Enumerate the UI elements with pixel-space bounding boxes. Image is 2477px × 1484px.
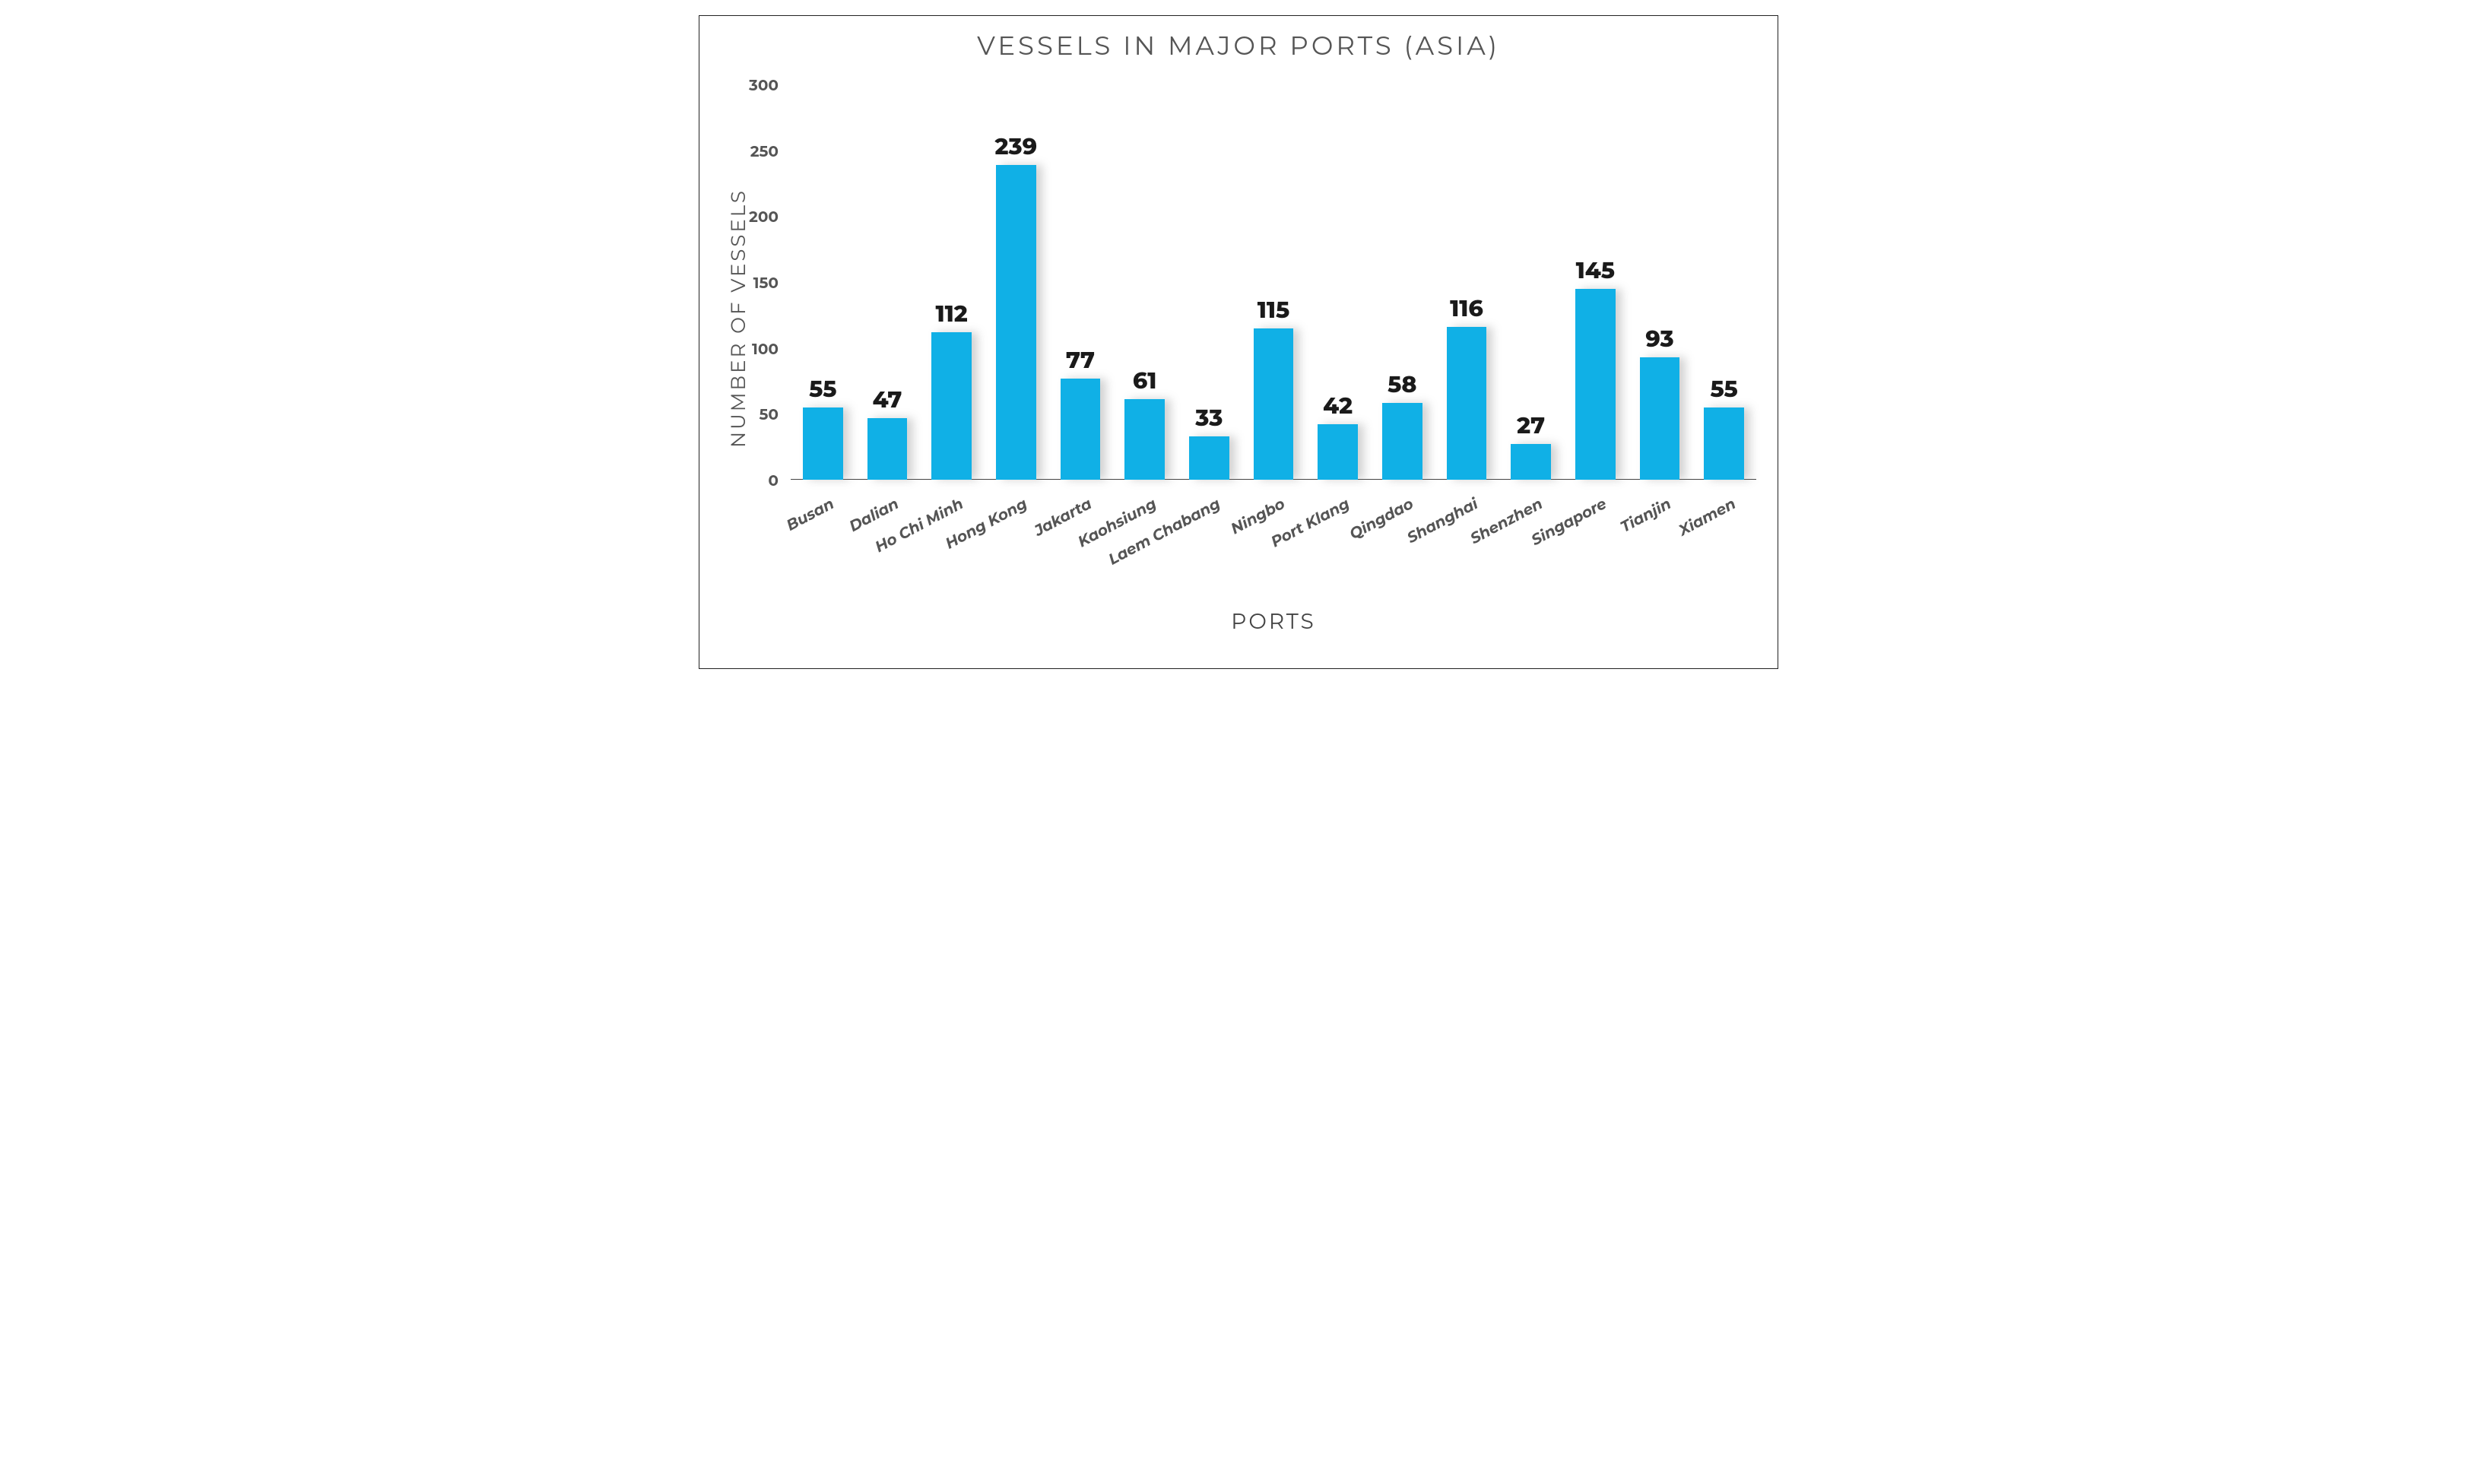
bar	[931, 332, 971, 480]
bar-value-label: 115	[1246, 296, 1301, 324]
bar	[867, 418, 907, 480]
bar-value-label: 77	[1053, 346, 1108, 374]
y-tick-label: 150	[753, 274, 779, 293]
bar	[803, 407, 842, 480]
bar	[1124, 399, 1164, 480]
bar-value-label: 47	[860, 385, 915, 414]
bar-value-label: 239	[988, 132, 1043, 160]
bar	[1189, 436, 1229, 480]
bar-value-label: 27	[1503, 411, 1558, 439]
chart-frame: VESSELS IN MAJOR PORTS (ASIA) NUMBER OF …	[699, 15, 1778, 669]
bar-value-label: 55	[795, 375, 850, 403]
chart-title: VESSELS IN MAJOR PORTS (ASIA)	[699, 30, 1778, 62]
y-tick-label: 200	[749, 208, 779, 227]
bar-value-label: 55	[1696, 375, 1751, 403]
bar	[1704, 407, 1743, 480]
bar-value-label: 42	[1310, 392, 1365, 420]
bar	[1640, 357, 1679, 480]
y-tick-label: 0	[768, 472, 779, 490]
bar	[1061, 379, 1100, 480]
plot-area: 55 47 112 239 77 61 33 115 42 58 116 27 145 93 55	[791, 84, 1756, 480]
bar	[1447, 327, 1486, 480]
bar	[1318, 424, 1357, 480]
bar-value-label: 116	[1439, 294, 1494, 322]
bar	[1254, 328, 1293, 480]
y-tick-label: 250	[750, 143, 779, 161]
bar-value-label: 145	[1568, 256, 1622, 284]
bar-value-label: 33	[1181, 404, 1236, 432]
y-tick-label: 100	[752, 341, 779, 359]
bar-value-label: 61	[1117, 366, 1172, 395]
bar-value-label: 112	[924, 300, 978, 328]
bar	[996, 165, 1036, 480]
bar-value-label: 58	[1375, 370, 1429, 398]
y-axis-title: NUMBER OF VESSELS	[726, 189, 750, 449]
bar	[1511, 444, 1550, 480]
y-tick-label: 50	[760, 406, 779, 424]
bar	[1382, 403, 1422, 480]
y-tick-label: 300	[749, 77, 779, 95]
x-axis-title: PORTS	[791, 609, 1756, 635]
bar	[1575, 289, 1615, 480]
bar-value-label: 93	[1632, 325, 1687, 353]
